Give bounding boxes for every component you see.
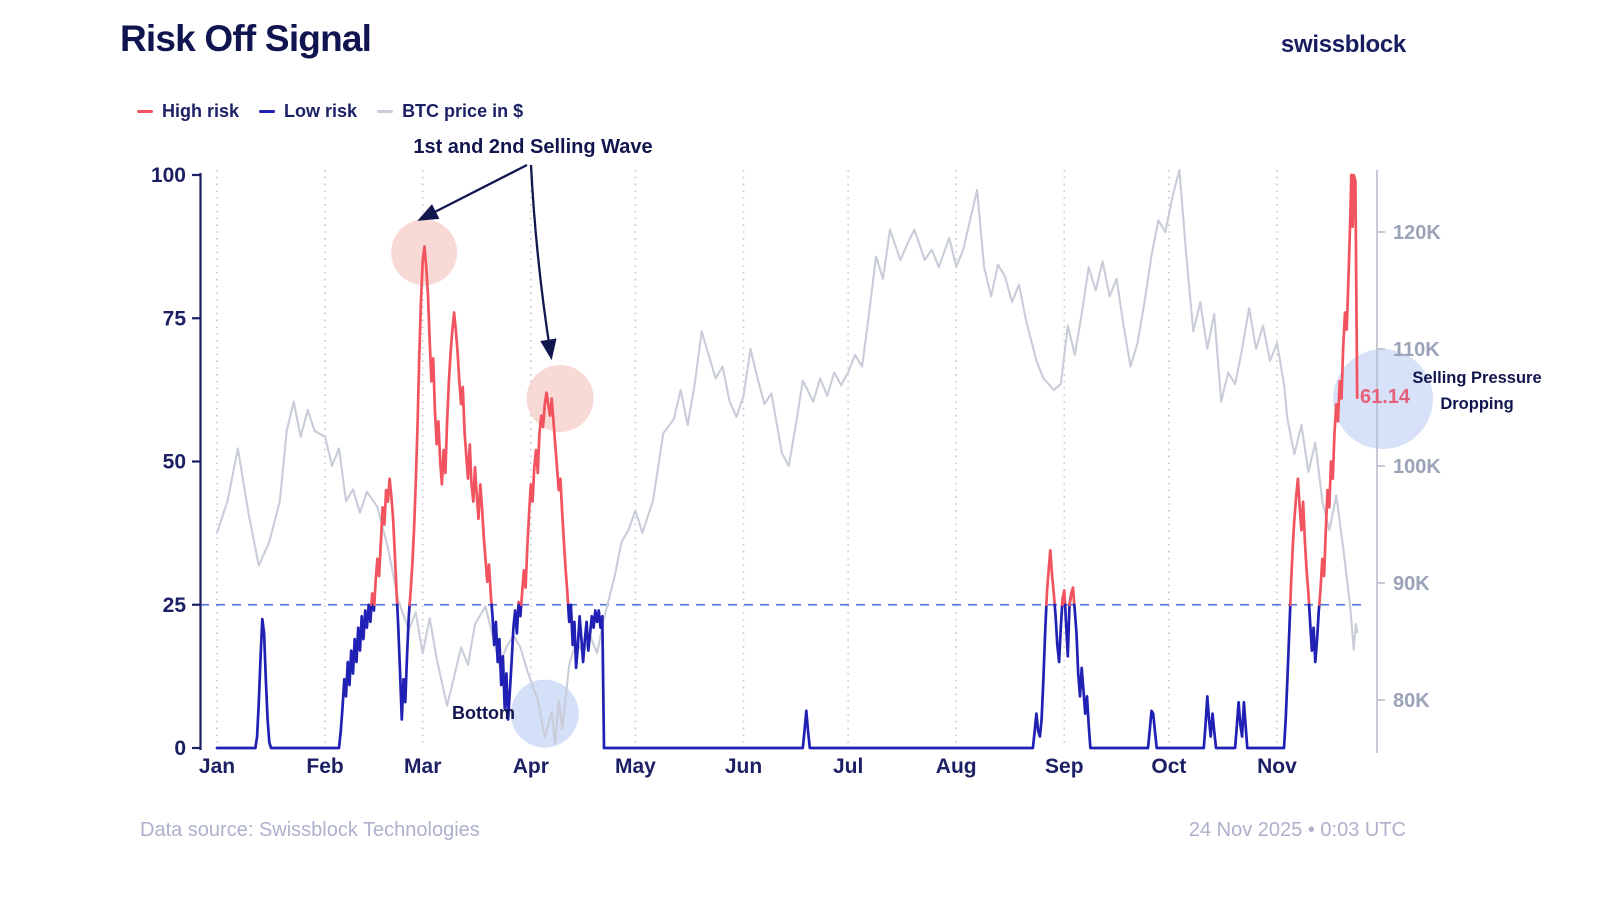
highlight-circle-selling-wave-2 bbox=[526, 364, 594, 432]
low-risk-dash-icon bbox=[259, 109, 276, 114]
risk-line-segment-high bbox=[1068, 586, 1076, 607]
risk-line-segment-low bbox=[566, 603, 1048, 750]
risk-line-segment-high bbox=[519, 391, 570, 607]
legend-item-low-risk: Low risk bbox=[259, 101, 357, 122]
annotation-selling-wave: 1st and 2nd Selling Wave bbox=[413, 136, 653, 158]
risk-line-segment-high bbox=[408, 245, 493, 607]
x-axis-label-aug: Aug bbox=[936, 755, 977, 778]
y-right-tick-label: 110K bbox=[1393, 339, 1440, 361]
risk-line-segment-high bbox=[370, 591, 375, 607]
y-left-tick-label: 75 bbox=[163, 307, 187, 330]
risk-line-segment-high bbox=[1045, 548, 1057, 607]
y-right-tick-label: 80K bbox=[1393, 690, 1430, 712]
x-axis-label-nov: Nov bbox=[1257, 755, 1297, 778]
x-axis-label-jun: Jun bbox=[725, 755, 762, 778]
x-axis-label-jan: Jan bbox=[199, 755, 235, 778]
high-risk-dash-icon bbox=[137, 109, 153, 114]
annotation-arrow bbox=[417, 163, 528, 221]
risk-line-segment-high bbox=[1288, 477, 1311, 607]
risk-line-segment-high bbox=[1317, 173, 1359, 607]
footer-data-source: Data source: Swissblock Technologies bbox=[140, 819, 480, 841]
x-axis-label-jul: Jul bbox=[833, 755, 863, 778]
legend-label-low-risk: Low risk bbox=[284, 101, 358, 121]
y-right-tick-label: 90K bbox=[1393, 573, 1430, 595]
x-axis-label-sep: Sep bbox=[1045, 755, 1084, 778]
annotation-selling-pressure: Selling Pressure Dropping bbox=[1402, 366, 1552, 417]
y-right-tick-label: 100K bbox=[1393, 456, 1441, 478]
legend: High risk Low risk BTC price in $ bbox=[137, 101, 523, 122]
y-right-tick-label: 120K bbox=[1393, 222, 1441, 244]
legend-label-high-risk: High risk bbox=[162, 101, 240, 121]
x-axis-label-oct: Oct bbox=[1151, 755, 1186, 778]
risk-line-segment-low bbox=[517, 603, 523, 618]
page-title: Risk Off Signal bbox=[120, 18, 372, 59]
x-axis-label-feb: Feb bbox=[306, 755, 343, 778]
legend-item-high-risk: High risk bbox=[137, 101, 239, 122]
footer-timestamp: 24 Nov 2025 • 0:03 UTC bbox=[1188, 819, 1406, 841]
risk-line-segment-low bbox=[1307, 603, 1321, 664]
risk-line-segment-low bbox=[371, 603, 376, 612]
annotation-arrow bbox=[529, 164, 557, 361]
selling-pressure-line1: Selling Pressure bbox=[1412, 369, 1542, 387]
highlight-circle-bottom bbox=[510, 679, 579, 748]
legend-label-btc-price: BTC price in $ bbox=[402, 101, 524, 121]
y-left-tick-label: 100 bbox=[151, 164, 186, 187]
brand-logo: swissblock bbox=[1280, 31, 1406, 58]
selling-pressure-line2: Dropping bbox=[1440, 394, 1514, 413]
risk-line-segment-high bbox=[372, 477, 399, 607]
risk-line-segment-low bbox=[490, 603, 520, 721]
risk-line-segment-low bbox=[395, 603, 411, 721]
risk-line-segment-low bbox=[1072, 603, 1292, 750]
risk-line-segment-high bbox=[1060, 589, 1067, 607]
x-axis-label-may: May bbox=[615, 755, 656, 778]
risk-line-segment-low bbox=[215, 603, 373, 750]
legend-item-btc-price: BTC price in $ bbox=[377, 101, 523, 122]
y-left-tick-label: 0 bbox=[174, 737, 186, 760]
x-axis-label-mar: Mar bbox=[404, 755, 441, 778]
x-axis-label-apr: Apr bbox=[513, 755, 549, 778]
y-left-tick-label: 50 bbox=[163, 451, 186, 474]
btc-price-dash-icon bbox=[377, 109, 394, 114]
btc-price-line bbox=[215, 168, 1359, 745]
annotation-bottom: Bottom bbox=[452, 703, 515, 723]
risk-line-segment-low bbox=[1053, 603, 1064, 664]
y-left-tick-label: 25 bbox=[163, 594, 187, 617]
current-risk-value: 61.14 bbox=[1360, 386, 1411, 408]
